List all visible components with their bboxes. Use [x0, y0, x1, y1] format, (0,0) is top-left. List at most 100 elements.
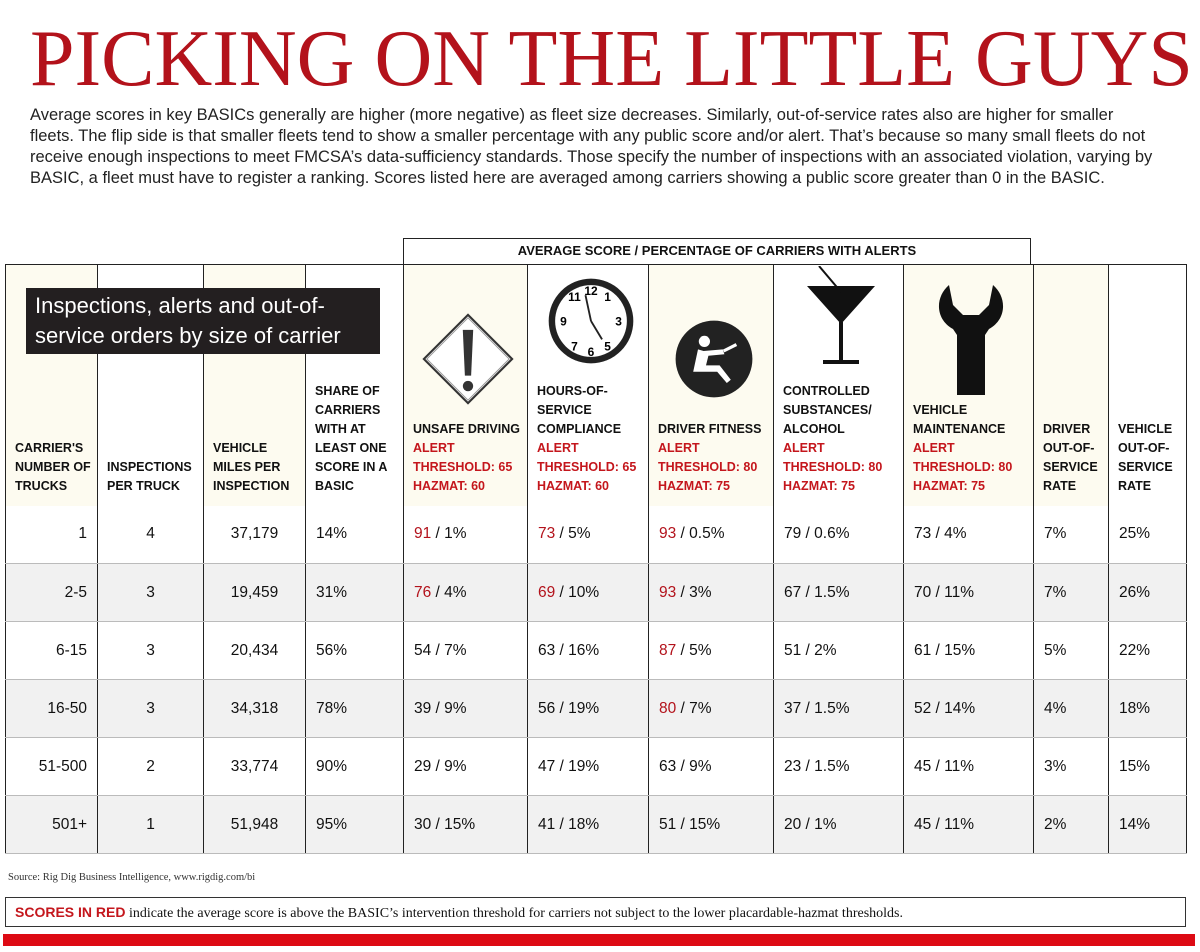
- alert-threshold: ALERT THRESHOLD: 80: [913, 440, 1013, 474]
- avg-score: 93: [659, 525, 677, 543]
- inspections-cell: 3: [97, 563, 204, 622]
- legend-note: SCORES IN RED indicate the average score…: [5, 897, 1186, 927]
- miles-cell: 34,318: [203, 679, 306, 738]
- group-header: AVERAGE SCORE / PERCENTAGE OF CARRIERS W…: [403, 238, 1031, 264]
- column-label: VEHICLE MAINTENANCE: [913, 402, 1006, 436]
- table-row: 51-500 2 33,774 90% 29 / 9% 47 / 19% 63 / 9…: [5, 737, 1187, 796]
- score-cell: 69 / 10%: [527, 563, 649, 622]
- table-row: 1 4 37,179 14% 91 / 1% 73 / 5% 93 / 0.5% 79 …: [5, 505, 1187, 564]
- column-header: DRIVER OUT-OF-SERVICE RATE: [1033, 264, 1109, 506]
- column-header: DRIVER FITNESS ALERT THRESHOLD: 80 HAZMAT:…: [648, 264, 774, 506]
- column-label: INSPECTIONS PER TRUCK: [107, 459, 192, 493]
- score-cell: 93 / 3%: [648, 563, 774, 622]
- score-cell: 70 / 11%: [903, 563, 1034, 622]
- svg-text:12: 12: [584, 284, 598, 298]
- column-label: HOURS-OF-SERVICE COMPLIANCE: [537, 383, 622, 436]
- column-label: DRIVER FITNESS: [658, 421, 762, 436]
- alert-percent: 9%: [444, 757, 467, 775]
- alert-percent: 1%: [814, 815, 837, 833]
- avg-score: 69: [538, 583, 556, 601]
- column-label: VEHICLE OUT-OF-SERVICE RATE: [1118, 421, 1173, 493]
- alert-percent: 7%: [689, 699, 712, 717]
- alert-percent: 9%: [689, 757, 712, 775]
- share-cell: 95%: [305, 795, 404, 854]
- alert-percent: 11%: [944, 583, 975, 601]
- legend-lead: SCORES IN RED: [15, 904, 126, 920]
- score-cell: 47 / 19%: [527, 737, 649, 796]
- alert-percent: 11%: [944, 757, 975, 775]
- svg-text:3: 3: [615, 314, 622, 328]
- group-header-text: AVERAGE SCORE / PERCENTAGE OF CARRIERS W…: [517, 243, 917, 258]
- martini-glass-icon: [783, 265, 899, 376]
- alert-percent: 10%: [568, 583, 600, 601]
- avg-score: 76: [414, 583, 432, 601]
- miles-cell: 33,774: [203, 737, 306, 796]
- alert-percent: 14%: [944, 699, 976, 717]
- hazmat-threshold: HAZMAT: 75: [658, 478, 730, 493]
- score-cell: 23 / 1.5%: [773, 737, 904, 796]
- avg-score: 63: [538, 641, 556, 659]
- legend-text: indicate the average score is above the …: [125, 906, 903, 921]
- column-header: CONTROLLED SUBSTANCES/ ALCOHOL ALERT THRE…: [773, 264, 904, 506]
- share-cell: 14%: [305, 505, 404, 564]
- share-cell: 56%: [305, 621, 404, 680]
- avg-score: 67: [784, 583, 802, 601]
- miles-cell: 51,948: [203, 795, 306, 854]
- column-label: CARRIER'S NUMBER OF TRUCKS: [15, 440, 91, 493]
- alert-percent: 7%: [444, 641, 467, 659]
- hazmat-threshold: HAZMAT: 60: [537, 478, 609, 493]
- trucks-cell: 1: [5, 505, 98, 564]
- table-caption: Inspections, alerts and out-of-service o…: [26, 288, 380, 354]
- alert-percent: 3%: [689, 583, 712, 601]
- svg-text:7: 7: [571, 339, 578, 353]
- driver-oos-cell: 2%: [1033, 795, 1109, 854]
- footer-bar: [3, 934, 1195, 946]
- score-cell: 91 / 1%: [403, 505, 528, 564]
- avg-score: 45: [914, 815, 932, 833]
- alert-percent: 15%: [444, 815, 476, 833]
- trucks-cell: 501+: [5, 795, 98, 854]
- intro-paragraph: Average scores in key BASICs generally a…: [30, 106, 1153, 187]
- hazmat-threshold: HAZMAT: 75: [913, 478, 985, 493]
- score-cell: 52 / 14%: [903, 679, 1034, 738]
- alert-percent: 19%: [568, 757, 600, 775]
- score-cell: 51 / 2%: [773, 621, 904, 680]
- alert-percent: 11%: [944, 815, 975, 833]
- vehicle-oos-cell: 15%: [1108, 737, 1187, 796]
- hazmat-threshold: HAZMAT: 75: [783, 478, 855, 493]
- warning-diamond-icon: [413, 304, 523, 414]
- score-cell: 56 / 19%: [527, 679, 649, 738]
- alert-percent: 1%: [444, 525, 467, 543]
- column-label: VEHICLE MILES PER INSPECTION: [213, 440, 290, 493]
- column-header: VEHICLE OUT-OF-SERVICE RATE: [1108, 264, 1187, 506]
- page-title: PICKING ON THE LITTLE GUYS: [30, 15, 1193, 103]
- inspections-cell: 1: [97, 795, 204, 854]
- score-cell: 80 / 7%: [648, 679, 774, 738]
- score-cell: 39 / 9%: [403, 679, 528, 738]
- column-label: DRIVER OUT-OF-SERVICE RATE: [1043, 421, 1098, 493]
- score-cell: 63 / 16%: [527, 621, 649, 680]
- score-cell: 73 / 4%: [903, 505, 1034, 564]
- score-cell: 54 / 7%: [403, 621, 528, 680]
- trucks-cell: 51-500: [5, 737, 98, 796]
- avg-score: 91: [414, 525, 432, 543]
- miles-cell: 20,434: [203, 621, 306, 680]
- share-cell: 90%: [305, 737, 404, 796]
- avg-score: 87: [659, 641, 677, 659]
- alert-percent: 16%: [568, 641, 600, 659]
- avg-score: 41: [538, 815, 556, 833]
- table-row: 16-50 3 34,318 78% 39 / 9% 56 / 19% 80 / 7%…: [5, 679, 1187, 738]
- svg-text:5: 5: [604, 339, 611, 353]
- score-cell: 63 / 9%: [648, 737, 774, 796]
- alert-threshold: ALERT THRESHOLD: 80: [658, 440, 758, 474]
- alert-percent: 19%: [568, 699, 600, 717]
- avg-score: 30: [414, 815, 432, 833]
- avg-score: 47: [538, 757, 556, 775]
- vehicle-oos-cell: 18%: [1108, 679, 1187, 738]
- avg-score: 63: [659, 757, 677, 775]
- avg-score: 56: [538, 699, 556, 717]
- inspections-cell: 2: [97, 737, 204, 796]
- inspections-cell: 4: [97, 505, 204, 564]
- alert-percent: 15%: [944, 641, 976, 659]
- column-header: UNSAFE DRIVING ALERT THRESHOLD: 65 HAZMAT:…: [403, 264, 528, 506]
